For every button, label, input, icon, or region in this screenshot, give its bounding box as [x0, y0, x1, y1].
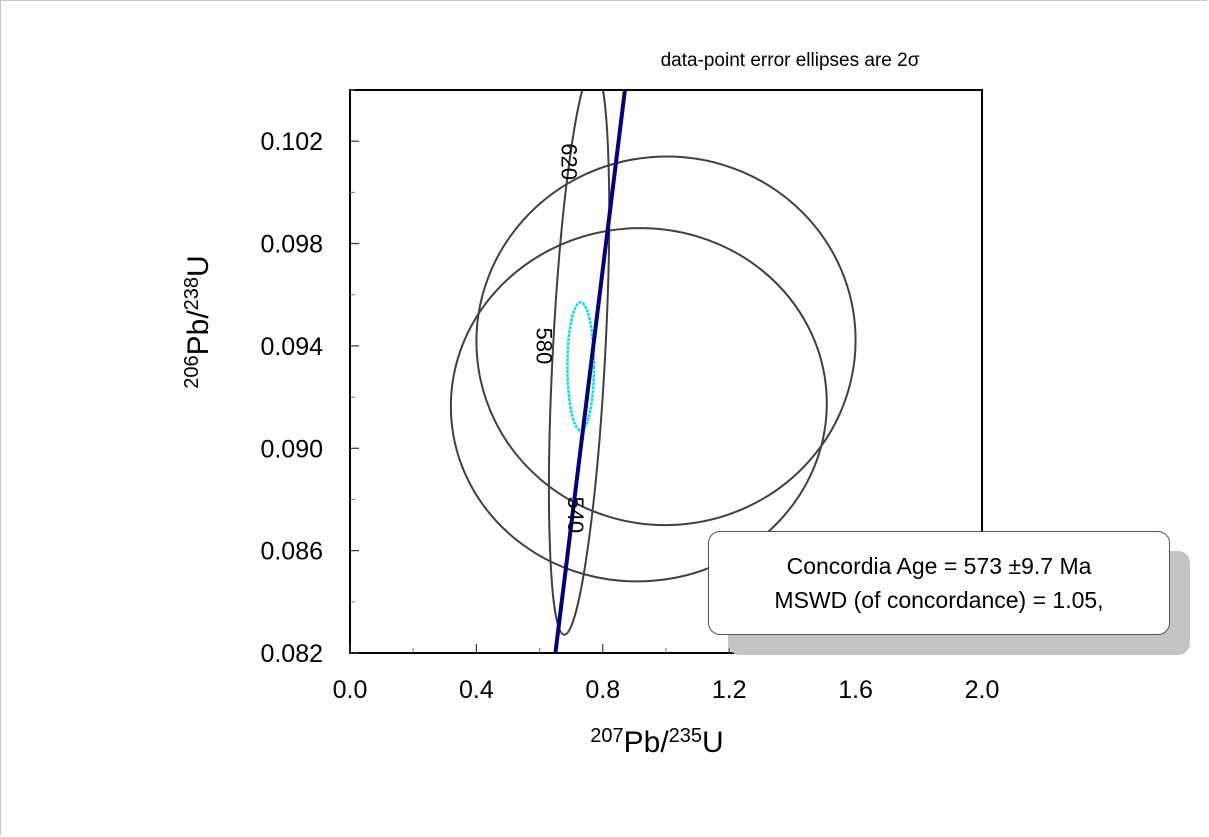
y-label-sup-2: 238 [181, 277, 203, 310]
x-label-main-2: U [702, 726, 724, 759]
error-ellipse-1 [475, 155, 857, 527]
x-label-sup-1: 207 [590, 725, 623, 747]
axis-ticks: 0.0 0.4 0.8 1.2 1.6 2.0 0.082 0.086 0.090 0.094 0.… [260, 89, 1000, 704]
error-ellipse-3 [547, 90, 611, 636]
x-axis-label: 207Pb/235U [590, 725, 723, 759]
y-axis-label: 206Pb/238U [181, 255, 215, 388]
y-label-sup-1: 206 [181, 355, 203, 388]
y-tick-label: 0.086 [260, 538, 323, 566]
x-tick-label: 0.4 [459, 676, 494, 704]
concordia-age-text: Concordia Age = 573 ±9.7 Ma [786, 553, 1092, 579]
concordia-curve [553, 90, 627, 653]
x-label-main-1: Pb/ [624, 726, 670, 759]
concordia-age-box: Concordia Age = 573 ±9.7 Ma MSWD (of con… [708, 531, 1170, 635]
y-label-main-2: U [182, 255, 215, 277]
y-tick-label: 0.090 [260, 435, 323, 463]
x-tick-label: 0.0 [333, 676, 368, 704]
y-tick-label: 0.082 [260, 640, 323, 668]
y-label-main-1: Pb/ [182, 310, 215, 356]
error-ellipse-2 [449, 227, 828, 583]
x-tick-label: 1.6 [838, 676, 873, 704]
x-tick-label: 2.0 [965, 676, 1000, 704]
x-label-sup-2: 235 [669, 725, 702, 747]
age-label-540: 540 [563, 496, 588, 533]
y-tick-label: 0.102 [260, 128, 323, 156]
error-ellipse-4 [566, 301, 596, 432]
chart-title: data-point error ellipses are 2σ [661, 50, 920, 71]
x-tick-label: 0.8 [585, 676, 620, 704]
y-tick-label: 0.098 [260, 231, 323, 259]
y-tick-label: 0.094 [260, 333, 323, 361]
age-label-580: 580 [531, 328, 556, 365]
mswd-text: MSWD (of concordance) = 1.05, [774, 587, 1104, 613]
age-label-620: 620 [557, 143, 582, 180]
plot-content [449, 90, 857, 653]
x-tick-label: 1.2 [712, 676, 747, 704]
